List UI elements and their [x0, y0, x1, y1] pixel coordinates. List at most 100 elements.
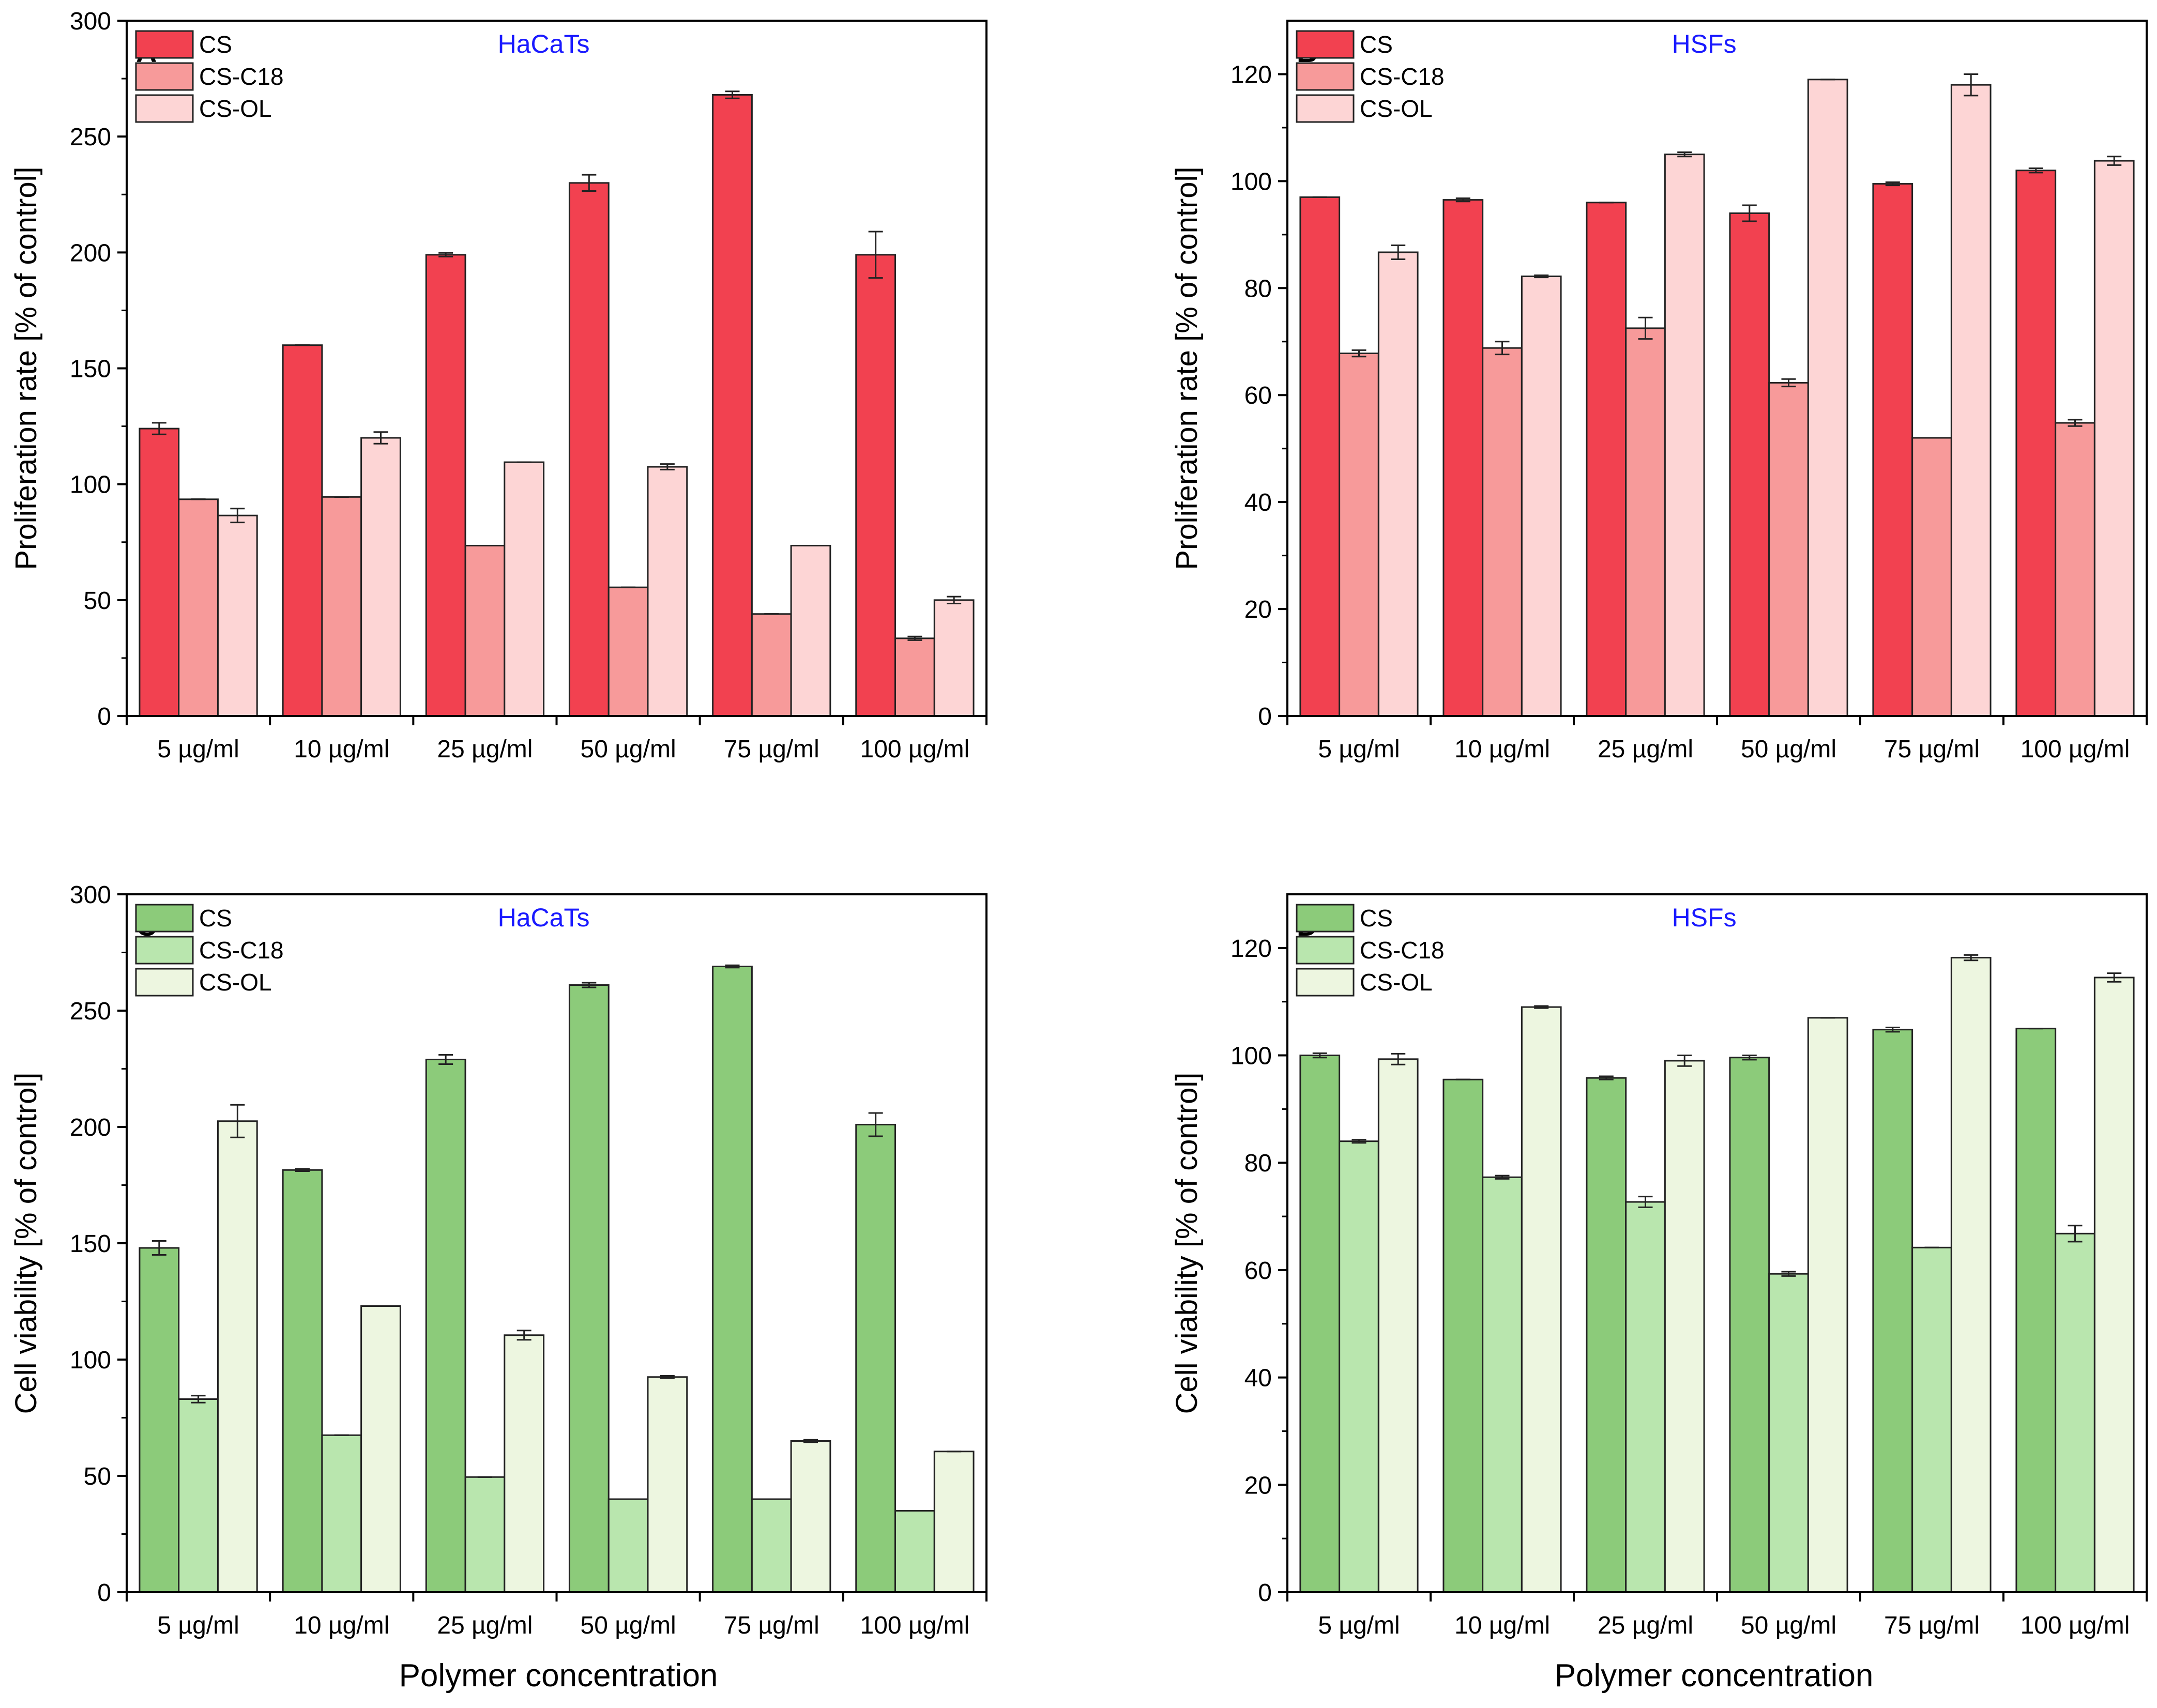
x-tick-label: 10 µg/ml [1454, 1612, 1550, 1639]
x-tick-label: 75 µg/ml [724, 736, 819, 763]
bar-cs-1 [1442, 199, 1484, 717]
y-tick-label: 200 [70, 239, 111, 267]
panel-b: 0 20 40 60 80 100 120 5 µg/ml 10 µg/ml 25 µg/ml 50… [1170, 20, 2148, 763]
y-tick-label: 80 [1244, 1150, 1272, 1177]
bar-cs-ol-0 [1377, 251, 1419, 717]
bar-cs-c18-4 [1911, 437, 1952, 717]
x-tick-label: 5 µg/ml [1318, 1612, 1400, 1639]
y-tick-label: 40 [1244, 489, 1272, 516]
bar-cs-c18-0 [178, 498, 219, 717]
legend: CS CS-C18 CS-OL [135, 904, 284, 997]
bar-cs-1 [1442, 1078, 1484, 1593]
bar-cs-3 [568, 182, 610, 717]
bar-cs-c18-1 [321, 1434, 362, 1593]
legend-label-cs-ol: CS-OL [1360, 969, 1433, 996]
x-tick-label: 10 µg/ml [1454, 736, 1550, 763]
bar-cs-ol-3 [1807, 1017, 1848, 1593]
cell-line-title: HaCaTs [498, 29, 590, 58]
bar-cs-ol-0 [217, 1120, 258, 1593]
bar-cs-c18-3 [607, 1498, 649, 1593]
bar-cs-c18-5 [2055, 1232, 2095, 1593]
y-tick-label: 0 [1258, 703, 1272, 730]
bar-cs-ol-5 [933, 599, 975, 717]
x-tick-label: 75 µg/ml [1884, 736, 1980, 763]
y-tick-label: 20 [1244, 596, 1272, 623]
y-tick-label: 0 [1258, 1579, 1272, 1607]
bar-cs-0 [139, 428, 180, 717]
x-tick-label: 50 µg/ml [1741, 736, 1836, 763]
bar-cs-0 [1299, 196, 1341, 717]
bar-cs-4 [1872, 1029, 1913, 1593]
legend-swatch-cs-ol [135, 968, 194, 997]
legend-label-cs: CS [199, 905, 232, 932]
y-tick-label: 300 [70, 881, 111, 909]
legend-swatch-cs-c18 [135, 62, 194, 91]
y-tick-label: 200 [70, 1114, 111, 1141]
y-tick-label: 0 [97, 1579, 111, 1607]
legend-swatch-cs-c18 [1296, 62, 1355, 91]
x-tick-label: 10 µg/ml [294, 1612, 389, 1639]
y-tick-label: 50 [84, 587, 111, 615]
y-axis-label: Cell viability [% of control] [1170, 1073, 1204, 1414]
bar-cs-5 [855, 1124, 897, 1593]
y-tick-label: 150 [70, 356, 111, 383]
legend: CS CS-C18 CS-OL [1296, 904, 1445, 997]
bar-cs-3 [1729, 1057, 1770, 1593]
bar-cs-c18-3 [1768, 1273, 1809, 1593]
x-axis-title-left: Polymer concentration [399, 1658, 718, 1694]
x-tick-label: 25 µg/ml [437, 1612, 533, 1639]
bar-cs-ol-4 [1950, 957, 1992, 1593]
y-axis-label: Cell viability [% of control] [9, 1073, 43, 1414]
bar-cs-c18-4 [751, 613, 792, 717]
x-axis-title-right: Polymer concentration [1555, 1658, 1874, 1694]
y-tick-label: 60 [1244, 382, 1272, 409]
legend-label-cs: CS [1360, 31, 1393, 58]
y-tick-label: 50 [84, 1463, 111, 1490]
bar-cs-c18-5 [894, 1510, 935, 1593]
bar-cs-ol-5 [2093, 977, 2135, 1593]
bar-cs-4 [712, 94, 753, 717]
cell-line-title: HSFs [1672, 29, 1737, 58]
panel-a: 0 50 100 150 200 250 300 5 µg/ml 10 µg/ml 25 µg/m… [9, 8, 988, 763]
bar-cs-ol-2 [504, 461, 545, 717]
legend-swatch-cs [1296, 904, 1355, 933]
y-tick-label: 0 [97, 703, 111, 730]
x-tick-label: 75 µg/ml [724, 1612, 819, 1639]
cell-line-title: HSFs [1672, 903, 1737, 932]
x-tick-label: 25 µg/ml [1598, 1612, 1693, 1639]
x-tick-label: 100 µg/ml [2021, 1612, 2130, 1639]
x-tick-label: 5 µg/ml [157, 1612, 239, 1639]
bar-cs-ol-3 [647, 1376, 688, 1593]
y-tick-label: 100 [1231, 1043, 1272, 1070]
bar-cs-0 [1299, 1055, 1341, 1593]
legend-swatch-cs-c18 [135, 936, 194, 965]
bar-cs-2 [1586, 1077, 1627, 1593]
y-tick-label: 120 [1231, 935, 1272, 963]
legend-label-cs-c18: CS-C18 [199, 937, 284, 964]
x-tick-label: 75 µg/ml [1884, 1612, 1980, 1639]
bar-cs-ol-3 [647, 466, 688, 717]
cell-line-title: HaCaTs [498, 903, 590, 932]
bar-cs-ol-1 [1521, 276, 1562, 717]
x-tick-label: 100 µg/ml [860, 736, 970, 763]
bar-cs-4 [712, 966, 753, 1593]
x-tick-label: 25 µg/ml [1598, 736, 1693, 763]
bar-cs-ol-1 [1521, 1006, 1562, 1593]
bar-cs-ol-4 [790, 1440, 831, 1593]
legend-label-cs-ol: CS-OL [199, 969, 272, 996]
bar-cs-2 [425, 1059, 466, 1593]
bar-cs-ol-0 [217, 514, 258, 717]
x-tick-label: 100 µg/ml [860, 1612, 970, 1639]
bar-cs-ol-0 [1377, 1058, 1419, 1593]
bar-cs-c18-5 [2055, 422, 2095, 717]
bar-cs-2 [425, 254, 466, 717]
bar-cs-ol-5 [2093, 160, 2135, 717]
x-tick-label: 50 µg/ml [1741, 1612, 1836, 1639]
bar-cs-ol-1 [360, 437, 401, 717]
legend-label-cs-c18: CS-C18 [1360, 937, 1445, 964]
x-tick-label: 50 µg/ml [581, 736, 676, 763]
bar-cs-c18-4 [751, 1498, 792, 1593]
panel-c: 0 50 100 150 200 250 300 5 µg/ml 10 µg/ml 25 µg/m… [9, 881, 988, 1639]
bar-cs-3 [568, 984, 610, 1593]
legend-swatch-cs-c18 [1296, 936, 1355, 965]
